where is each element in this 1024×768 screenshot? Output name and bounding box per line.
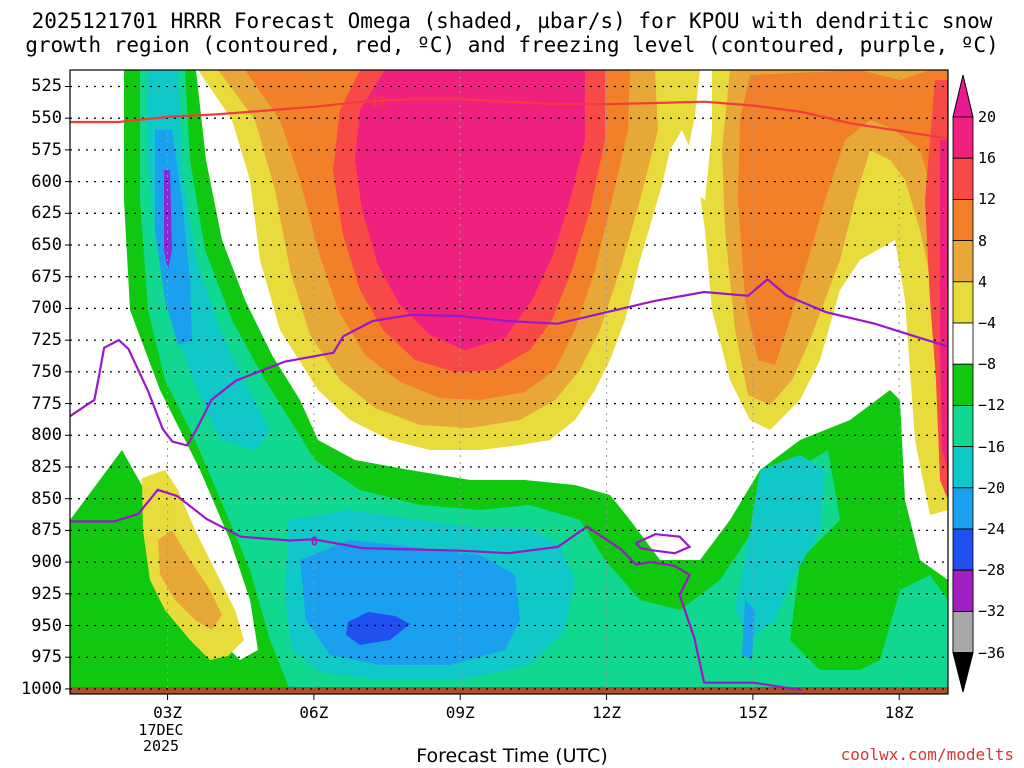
- colorbar-label: −4: [978, 314, 997, 332]
- y-tick-label: 1000: [21, 678, 62, 699]
- omega-region-deep-blue: [346, 612, 410, 645]
- omega-shaded-field: [70, 70, 948, 694]
- colorbar-bin: [952, 157, 974, 200]
- colorbar-bin: [952, 116, 974, 159]
- colorbar-label: 12: [978, 190, 997, 209]
- colorbar-bin: [952, 363, 974, 406]
- x-tick-label: 09Z: [445, 703, 475, 722]
- colorbar-label: 8: [978, 231, 988, 250]
- x-tick-label: 03Z: [153, 703, 182, 722]
- y-tick-label: 550: [31, 108, 62, 129]
- y-tick-label: 600: [31, 171, 62, 192]
- x-tick-label: 18Z: [884, 703, 914, 722]
- y-tick-label: 900: [31, 552, 62, 573]
- x-tick-label: 12Z: [592, 703, 621, 722]
- colorbar-label: 20: [978, 108, 997, 126]
- y-tick-label: 800: [31, 425, 62, 446]
- y-tick-label: 950: [31, 615, 62, 636]
- freezing-level-contour-line: [70, 488, 802, 692]
- chart-title-line2: growth region (contoured, red, ºC) and f…: [25, 33, 999, 57]
- colorbar-label: −24: [978, 520, 1006, 538]
- colorbar-bin: [952, 404, 974, 447]
- y-tick-label: 875: [31, 520, 62, 541]
- colorbar-extend-top: [952, 74, 974, 118]
- y-tick-label: 775: [31, 393, 62, 414]
- freezing-level-contour-line: [70, 277, 948, 447]
- x-tick-label: 06Z: [299, 703, 329, 722]
- colorbar-bin: [952, 198, 974, 241]
- plot-frame: [69, 69, 949, 695]
- omega-region-gold-lower: [158, 530, 222, 630]
- x-tick-label: 15Z: [738, 703, 768, 722]
- ground-surface: [70, 687, 948, 694]
- omega-region-magenta: [355, 70, 948, 470]
- y-tick-label: 925: [31, 583, 62, 604]
- omega-region-white-notch: [685, 70, 905, 390]
- colorbar-bin: [952, 569, 974, 612]
- y-tick-label: 850: [31, 488, 62, 509]
- colorbar-bin: [952, 446, 974, 489]
- colorbar-label: −36: [978, 643, 1006, 662]
- omega-region-blue: [155, 130, 755, 665]
- colorbar-bin: [952, 322, 974, 365]
- colorbar-bin: [952, 240, 974, 283]
- colorbar-bin: [952, 528, 974, 571]
- colorbar-label: −20: [978, 478, 1006, 497]
- freezing-level-contour-label: 0: [311, 535, 318, 549]
- dendritic-contour-line: [70, 98, 948, 140]
- gridlines: [65, 70, 948, 700]
- y-tick-label: 650: [31, 235, 62, 256]
- y-tick-label: 575: [31, 139, 62, 160]
- y-tick-label: 700: [31, 298, 62, 319]
- colorbar-label: −8: [978, 355, 997, 374]
- colorbar-bin: [952, 281, 974, 324]
- y-tick-label: 825: [31, 456, 62, 477]
- colorbar-label: −32: [978, 602, 1006, 621]
- colorbar-label: −16: [978, 437, 1006, 456]
- colorbar-label: −28: [978, 561, 1006, 580]
- y-tick-label: 675: [31, 266, 62, 287]
- chart-title-line1: 2025121701 HRRR Forecast Omega (shaded, …: [31, 9, 993, 33]
- colorbar-bin-gray: [952, 611, 974, 654]
- colorbar-label: −12: [978, 396, 1006, 415]
- freezing-level-contour-line: [635, 533, 692, 555]
- y-tick-label: 975: [31, 647, 62, 668]
- colorbar-label: 4: [978, 272, 988, 291]
- dendritic-contour-label: -12: [363, 96, 386, 111]
- y-tick-label: 725: [31, 330, 62, 351]
- y-tick-label: 525: [31, 76, 62, 97]
- contour-layer: -12 0: [70, 96, 948, 692]
- site-credit: coolwx.com/modelts: [840, 745, 1014, 764]
- omega-region-cyan: [148, 70, 825, 680]
- colorbar-bin: [952, 487, 974, 530]
- date-label-year: 2025: [142, 737, 180, 755]
- x-axis-title: Forecast Time (UTC): [416, 745, 608, 767]
- colorbar-label: 16: [978, 149, 997, 168]
- colorbar: [952, 74, 974, 693]
- colorbar-extend-bottom: [952, 652, 974, 693]
- date-label-day: 17DEC: [138, 721, 184, 739]
- y-tick-label: 750: [31, 361, 62, 382]
- y-tick-label: 625: [31, 203, 62, 224]
